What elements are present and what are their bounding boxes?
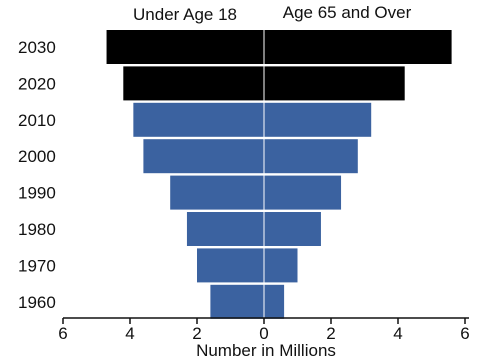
category-label-1970: 1970	[18, 256, 56, 275]
bar-over-65-2020	[264, 66, 405, 101]
category-label-2030: 2030	[18, 38, 56, 57]
category-label-2000: 2000	[18, 147, 56, 166]
bar-over-65-2000	[264, 139, 358, 174]
bar-under-18-1980	[186, 212, 264, 246]
bar-under-18-2000	[143, 139, 264, 174]
category-label-1980: 1980	[18, 220, 56, 239]
category-labels: 2030 2020 2010 2000 1990 1980 1970 1960	[18, 38, 56, 312]
category-label-1960: 1960	[18, 293, 56, 312]
category-label-1990: 1990	[18, 184, 56, 203]
x-tick-label: 6	[58, 324, 67, 343]
category-label-2020: 2020	[18, 74, 56, 93]
left-series-header: Under Age 18	[133, 5, 237, 24]
bar-under-18-1960	[210, 284, 264, 319]
bar-under-18-1970	[197, 248, 264, 283]
bar-over-65-2030	[264, 30, 452, 64]
right-series-header: Age 65 and Over	[283, 3, 412, 22]
category-label-2010: 2010	[18, 111, 56, 130]
x-tick-label: 2	[326, 324, 335, 343]
x-tick-label: 0	[259, 324, 268, 343]
bar-over-65-2010	[264, 102, 372, 137]
x-tick-label: 2	[192, 324, 201, 343]
bar-over-65-1970	[264, 248, 298, 283]
bar-over-65-1960	[264, 284, 285, 319]
bar-under-18-2020	[123, 66, 264, 101]
bar-under-18-2030	[106, 30, 264, 64]
bar-over-65-1980	[264, 212, 321, 246]
bar-under-18-2010	[133, 102, 264, 137]
x-tick-label: 4	[393, 324, 402, 343]
bar-over-65-1990	[264, 175, 342, 210]
bars-group	[106, 30, 452, 319]
x-axis-ticks: 6 4 2 0 2 4 6	[58, 318, 470, 343]
x-tick-label: 4	[125, 324, 134, 343]
bar-under-18-1990	[170, 175, 264, 210]
x-axis-title: Number in Millions	[196, 341, 336, 360]
x-tick-label: 6	[460, 324, 469, 343]
